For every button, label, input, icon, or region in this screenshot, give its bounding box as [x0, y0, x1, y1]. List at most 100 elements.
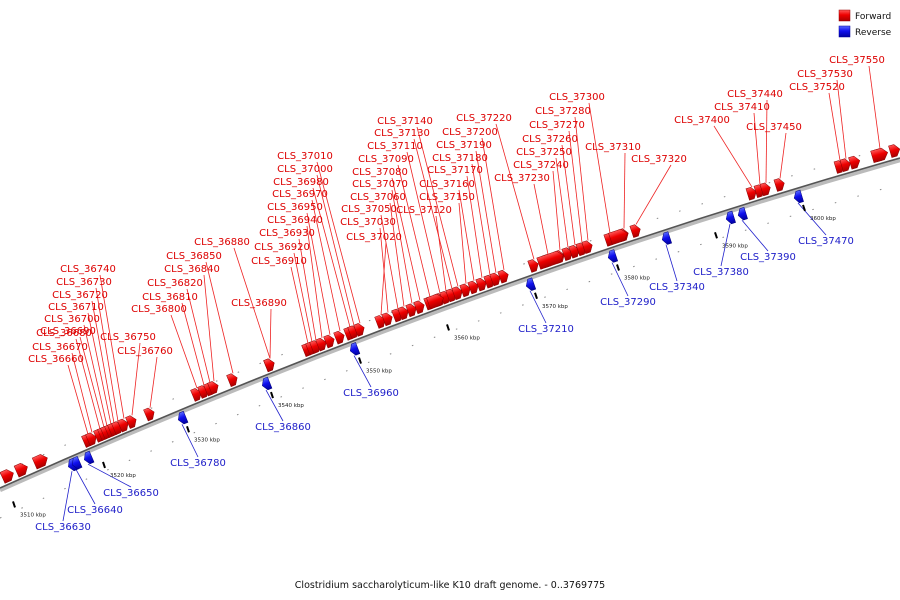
gene-label[interactable]: CLS_37410 [714, 102, 770, 113]
gene-arrow[interactable] [207, 380, 221, 395]
gene-label[interactable]: CLS_36970 [272, 189, 328, 200]
gene-arrow[interactable] [459, 283, 473, 298]
gene-label[interactable]: CLS_36880 [194, 237, 250, 248]
gene-arrow[interactable] [176, 410, 189, 425]
gene-arrow[interactable] [870, 147, 890, 163]
gene-label[interactable]: CLS_36940 [267, 215, 323, 226]
gene-arrow[interactable] [13, 461, 30, 478]
gene-arrow[interactable] [0, 467, 16, 484]
gene-label[interactable]: CLS_37000 [277, 164, 333, 175]
gene-label[interactable]: CLS_37170 [427, 165, 483, 176]
gene-label[interactable]: CLS_37180 [432, 153, 488, 164]
gene-arrow[interactable] [736, 206, 748, 221]
gene-arrow[interactable] [561, 246, 574, 261]
gene-label[interactable]: CLS_37010 [277, 151, 333, 162]
gene-label[interactable]: CLS_36630 [35, 522, 91, 533]
gene-arrow[interactable] [660, 231, 672, 246]
gene-label[interactable]: CLS_37300 [549, 92, 605, 103]
gene-label[interactable]: CLS_37520 [789, 82, 845, 93]
gene-arrow[interactable] [125, 414, 138, 429]
gene-label[interactable]: CLS_37450 [746, 122, 802, 133]
gene-arrow[interactable] [608, 228, 630, 245]
gene-label[interactable]: CLS_37070 [352, 179, 408, 190]
gene-label[interactable]: CLS_37190 [436, 140, 492, 151]
gene-label[interactable]: CLS_36950 [267, 202, 323, 213]
gene-label[interactable]: CLS_37060 [350, 192, 406, 203]
gene-label[interactable]: CLS_37090 [358, 154, 414, 165]
gene-arrow[interactable] [489, 272, 503, 287]
gene-label[interactable]: CLS_36690 [40, 326, 96, 337]
gene-arrow[interactable] [568, 244, 581, 259]
gene-label[interactable]: CLS_36710 [48, 302, 104, 313]
gene-label[interactable]: CLS_37220 [456, 113, 512, 124]
gene-label[interactable]: CLS_37150 [419, 192, 475, 203]
gene-label[interactable]: CLS_36890 [231, 298, 287, 309]
gene-arrow[interactable] [381, 311, 395, 327]
gene-label[interactable]: CLS_37400 [674, 115, 730, 126]
gene-arrow[interactable] [260, 376, 273, 391]
gene-arrow[interactable] [759, 182, 772, 197]
gene-label[interactable]: CLS_36640 [67, 505, 123, 516]
gene-label[interactable]: CLS_37470 [798, 236, 854, 247]
gene-arrow[interactable] [497, 269, 511, 284]
gene-label[interactable]: CLS_37200 [442, 127, 498, 138]
gene-arrow[interactable] [315, 337, 329, 352]
gene-arrow[interactable] [117, 417, 130, 433]
gene-label[interactable]: CLS_36750 [100, 332, 156, 343]
gene-label[interactable]: CLS_36860 [255, 422, 311, 433]
gene-arrow[interactable] [374, 314, 388, 329]
gene-label[interactable]: CLS_37050 [341, 204, 397, 215]
gene-label[interactable]: CLS_36820 [147, 278, 203, 289]
gene-label[interactable]: CLS_37260 [522, 134, 578, 145]
gene-arrow[interactable] [888, 143, 900, 158]
gene-arrow[interactable] [348, 342, 361, 356]
gene-label[interactable]: CLS_37160 [419, 179, 475, 190]
gene-arrow[interactable] [581, 239, 594, 255]
gene-label[interactable]: CLS_36910 [251, 256, 307, 267]
gene-label[interactable]: CLS_37210 [518, 324, 574, 335]
gene-arrow[interactable] [745, 186, 758, 201]
gene-label[interactable]: CLS_36660 [28, 354, 84, 365]
gene-arrow[interactable] [467, 280, 481, 295]
gene-arrow[interactable] [190, 387, 204, 402]
gene-arrow[interactable] [70, 455, 83, 470]
gene-label[interactable]: CLS_36760 [117, 346, 173, 357]
gene-label[interactable]: CLS_37550 [829, 55, 885, 66]
gene-label[interactable]: CLS_36780 [170, 458, 226, 469]
gene-label[interactable]: CLS_37020 [346, 232, 402, 243]
gene-label[interactable]: CLS_37310 [585, 142, 641, 153]
gene-label[interactable]: CLS_37130 [374, 128, 430, 139]
gene-label[interactable]: CLS_36700 [44, 314, 100, 325]
gene-label[interactable]: CLS_37250 [516, 147, 572, 158]
gene-label[interactable]: CLS_37030 [340, 217, 396, 228]
gene-arrow[interactable] [426, 292, 445, 310]
gene-arrow[interactable] [263, 357, 277, 373]
gene-arrow[interactable] [527, 258, 540, 273]
gene-label[interactable]: CLS_37230 [494, 173, 550, 184]
gene-arrow[interactable] [82, 450, 95, 465]
gene-label[interactable]: CLS_36800 [131, 304, 187, 315]
gene-label[interactable]: CLS_36720 [52, 290, 108, 301]
gene-label[interactable]: CLS_36670 [32, 342, 88, 353]
gene-arrow[interactable] [724, 210, 736, 225]
gene-arrow[interactable] [792, 189, 804, 204]
gene-arrow[interactable] [629, 223, 642, 238]
gene-arrow[interactable] [333, 330, 347, 345]
gene-arrow[interactable] [353, 322, 367, 337]
gene-arrow[interactable] [143, 406, 157, 422]
gene-arrow[interactable] [475, 277, 489, 292]
gene-label[interactable]: CLS_36930 [259, 228, 315, 239]
gene-arrow[interactable] [773, 177, 786, 192]
gene-label[interactable]: CLS_37270 [529, 120, 585, 131]
gene-label[interactable]: CLS_37080 [352, 167, 408, 178]
gene-label[interactable]: CLS_37290 [600, 297, 656, 308]
gene-label[interactable]: CLS_37140 [377, 116, 433, 127]
gene-label[interactable]: CLS_37440 [727, 89, 783, 100]
gene-label[interactable]: CLS_36810 [142, 292, 198, 303]
gene-arrow[interactable] [397, 305, 411, 321]
gene-label[interactable]: CLS_37280 [535, 106, 591, 117]
gene-label[interactable]: CLS_37320 [631, 154, 687, 165]
gene-arrow[interactable] [848, 155, 862, 170]
gene-label[interactable]: CLS_36980 [273, 177, 329, 188]
gene-label[interactable]: CLS_37390 [740, 252, 796, 263]
